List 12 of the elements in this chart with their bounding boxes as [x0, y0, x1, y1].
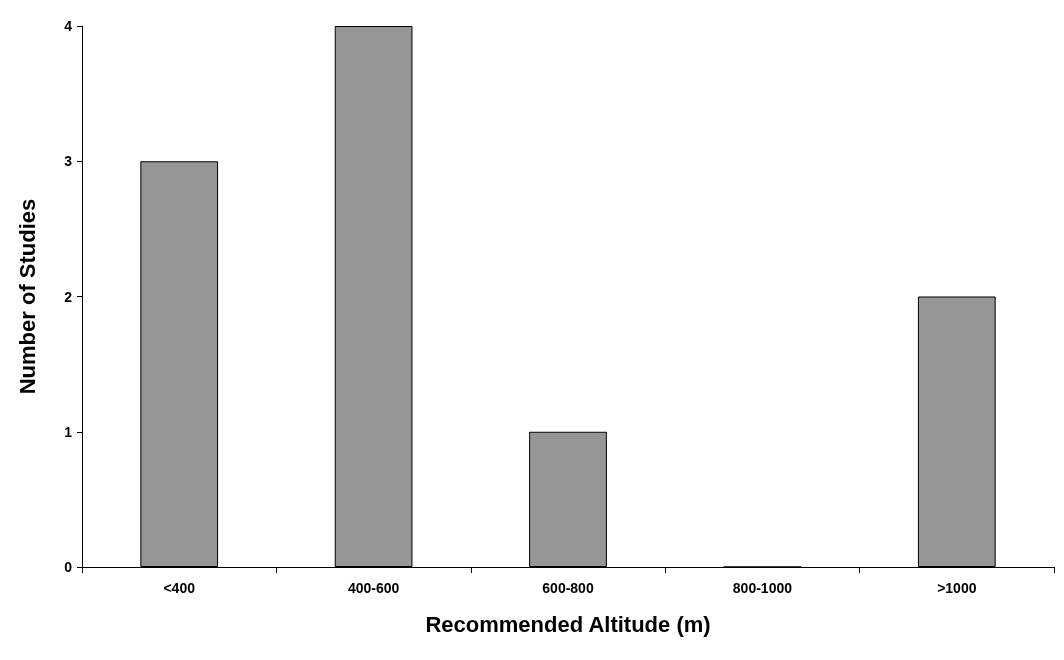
x-tick-label: 400-600 [347, 580, 400, 596]
x-tick-label: <400 [163, 580, 196, 596]
y-tick-label: 2 [64, 288, 73, 305]
y-tick-label: 1 [64, 423, 73, 440]
x-axis-title: Recommended Altitude (m) [425, 611, 711, 637]
x-tick-label: 600-800 [542, 580, 594, 596]
x-tick-label: >1000 [937, 580, 977, 596]
y-tick-label: 0 [64, 559, 73, 575]
y-tick-label: 4 [64, 18, 73, 34]
x-tick-label: 800-1000 [732, 580, 793, 596]
y-axis-title: Number of Studies [14, 198, 40, 395]
y-tick-label: 3 [64, 153, 73, 170]
